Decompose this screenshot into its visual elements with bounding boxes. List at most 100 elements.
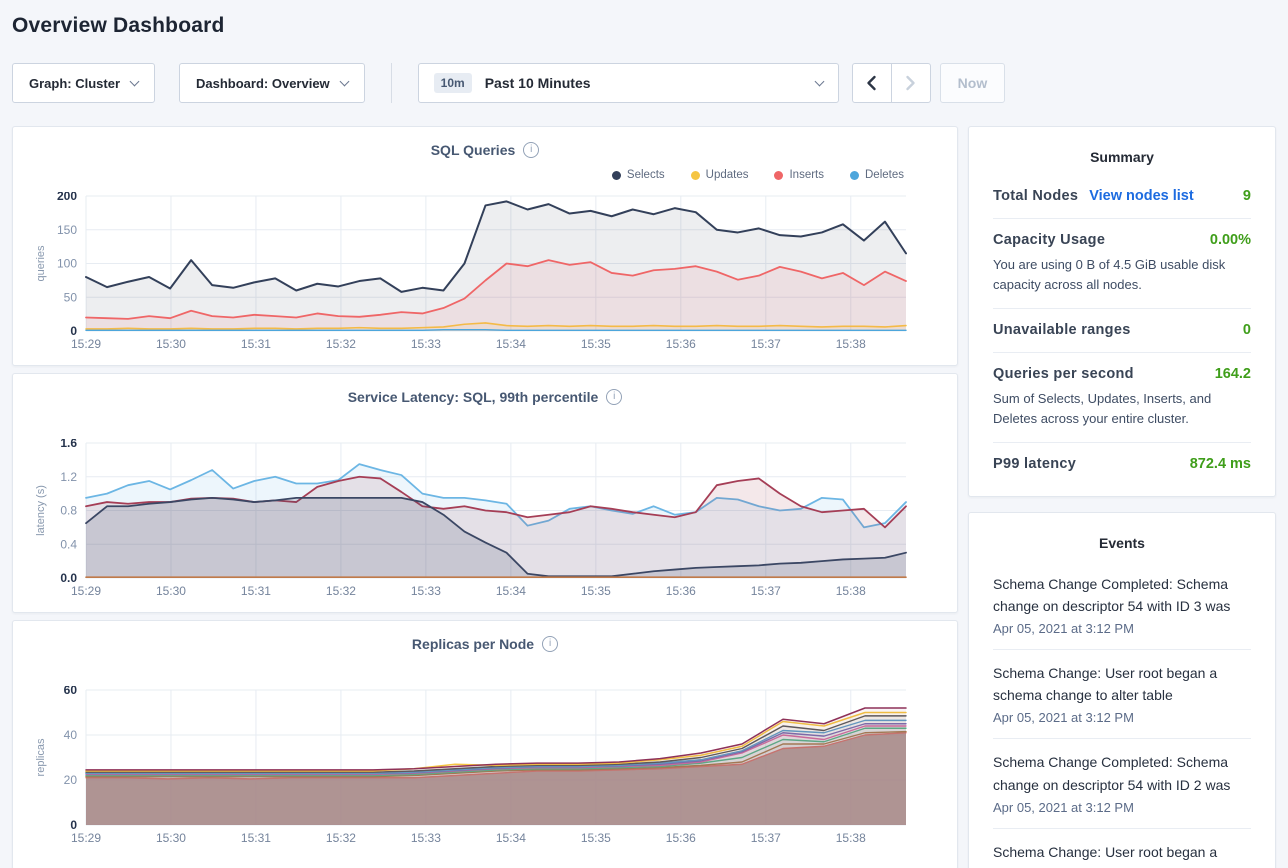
legend-dot-icon [611, 170, 621, 180]
chart-canvas[interactable]: 15:29 15:30 15:31 15:32 15:33 15:34 15:35 15:36… [13, 192, 958, 360]
chart-legend: Selects Updates Inserts Deletes [13, 158, 957, 192]
legend-dot-icon [850, 170, 859, 180]
summary-heading: Summary [1090, 149, 1154, 165]
svg-text:15:32: 15:32 [326, 831, 356, 845]
graph-dropdown-label: Graph: Cluster [29, 75, 121, 91]
toolbar-divider [390, 63, 392, 103]
svg-text:replicas: replicas [35, 738, 47, 776]
event-text[interactable]: Schema Change: User root began a schema … [993, 665, 1218, 704]
graph-dropdown[interactable]: Graph: Cluster [12, 63, 156, 103]
legend-item-selects: Selects [611, 169, 665, 181]
info-icon[interactable]: i [606, 388, 623, 405]
time-nav-buttons [851, 63, 931, 103]
view-nodes-list-link[interactable]: View nodes list [1089, 188, 1194, 204]
event-item: Schema Change: User root began a schema … [993, 650, 1251, 740]
info-icon[interactable]: i [523, 141, 540, 158]
chevron-down-icon [129, 76, 140, 86]
dashboard-dropdown-label: Dashboard: Overview [196, 75, 330, 91]
chart-canvas[interactable]: 15:29 15:30 15:31 15:32 15:33 15:34 15:35 15:36… [13, 686, 958, 854]
svg-text:15:38: 15:38 [836, 337, 866, 351]
dashboard-dropdown[interactable]: Dashboard: Overview [179, 63, 365, 103]
summary-value: 0 [1242, 322, 1251, 338]
svg-text:15:35: 15:35 [581, 831, 611, 845]
event-text[interactable]: Schema Change Completed: Schema change o… [993, 576, 1231, 615]
svg-text:0: 0 [70, 324, 77, 338]
svg-text:15:35: 15:35 [581, 337, 611, 351]
chart-title: Service Latency: SQL, 99th percentile [347, 388, 599, 405]
svg-text:15:33: 15:33 [411, 831, 441, 845]
info-icon[interactable]: i [542, 635, 559, 652]
svg-text:1.6: 1.6 [60, 439, 77, 450]
summary-value: 164.2 [1214, 366, 1251, 382]
legend-label: Selects [626, 169, 665, 181]
summary-row-unavailable-ranges: Unavailable ranges 0 [993, 309, 1251, 353]
svg-text:20: 20 [64, 773, 78, 787]
legend-item-inserts: Inserts [774, 169, 824, 181]
svg-text:40: 40 [64, 728, 78, 742]
chart-canvas[interactable]: 15:29 15:30 15:31 15:32 15:33 15:34 15:35 15:36… [13, 439, 958, 607]
legend-item-deletes: Deletes [850, 169, 904, 181]
svg-text:15:37: 15:37 [751, 831, 781, 845]
svg-text:0.8: 0.8 [60, 504, 77, 518]
svg-text:60: 60 [64, 686, 78, 697]
svg-text:15:36: 15:36 [666, 337, 696, 351]
svg-text:1.2: 1.2 [60, 470, 77, 484]
dashboard-main: SQL Queries i Selects Updates Inserts Delet… [12, 126, 1276, 868]
summary-panel: Summary Total Nodes View nodes list 9 Ca… [968, 126, 1276, 497]
legend-dot-icon [774, 170, 784, 180]
svg-text:15:38: 15:38 [836, 831, 866, 845]
svg-text:15:30: 15:30 [156, 337, 186, 351]
svg-text:200: 200 [57, 192, 77, 203]
svg-text:0: 0 [70, 818, 77, 832]
summary-value: 0.00% [1209, 232, 1251, 248]
time-range-badge: 10m [433, 73, 472, 93]
page-title: Overview Dashboard [12, 14, 225, 37]
events-heading: Events [1099, 535, 1145, 551]
legend-label: Inserts [789, 169, 824, 181]
event-text[interactable]: Schema Change: User root began a schema … [993, 843, 1218, 868]
summary-value: 872.4 ms [1189, 456, 1251, 472]
svg-text:15:31: 15:31 [241, 584, 271, 598]
legend-label: Updates [705, 169, 749, 181]
event-timestamp: Apr 05, 2021 at 3:12 PM [993, 710, 1134, 726]
summary-label: Queries per second [993, 366, 1134, 382]
chart-title-row: Service Latency: SQL, 99th percentile i [13, 388, 957, 405]
svg-text:15:30: 15:30 [156, 584, 186, 598]
sql-queries-chart: 15:29 15:30 15:31 15:32 15:33 15:34 15:35 15:36… [13, 192, 957, 360]
summary-label: Total Nodes [993, 188, 1079, 204]
replicas-per-node-chart-panel: Replicas per Node i 15:29 15:30 15:31 15:32… [12, 620, 958, 868]
replicas-per-node-chart: 15:29 15:30 15:31 15:32 15:33 15:34 15:35 15:36… [13, 686, 957, 854]
summary-row-p99-latency: P99 latency 872.4 ms [993, 443, 1251, 486]
summary-label: Capacity Usage [993, 232, 1106, 248]
svg-text:15:32: 15:32 [326, 584, 356, 598]
summary-value: 9 [1242, 188, 1251, 204]
svg-text:queries: queries [35, 245, 47, 282]
svg-text:15:30: 15:30 [156, 831, 186, 845]
event-text[interactable]: Schema Change Completed: Schema change o… [993, 754, 1231, 793]
chart-title-row: Replicas per Node i [13, 635, 957, 652]
time-back-button[interactable] [851, 63, 892, 103]
legend-label: Deletes [865, 169, 904, 181]
chart-title: Replicas per Node [411, 635, 535, 652]
svg-text:50: 50 [64, 290, 78, 304]
svg-text:15:33: 15:33 [411, 584, 441, 598]
svg-text:15:31: 15:31 [241, 337, 271, 351]
svg-text:15:34: 15:34 [496, 337, 526, 351]
time-forward-button[interactable] [890, 63, 931, 103]
svg-text:15:29: 15:29 [71, 831, 101, 845]
chart-title: SQL Queries [430, 141, 516, 158]
svg-text:100: 100 [57, 257, 77, 271]
svg-text:15:33: 15:33 [411, 337, 441, 351]
svg-text:15:29: 15:29 [71, 337, 101, 351]
svg-text:15:38: 15:38 [836, 584, 866, 598]
event-timestamp: Apr 05, 2021 at 3:12 PM [993, 799, 1134, 815]
service-latency-chart: 15:29 15:30 15:31 15:32 15:33 15:34 15:35 15:36… [13, 439, 957, 607]
sql-queries-chart-panel: SQL Queries i Selects Updates Inserts Delet… [12, 126, 958, 366]
time-range-picker[interactable]: 10m Past 10 Minutes [417, 63, 839, 103]
chart-legend [13, 405, 957, 439]
now-button[interactable]: Now [939, 63, 1006, 103]
svg-text:15:37: 15:37 [751, 337, 781, 351]
svg-text:150: 150 [57, 223, 77, 237]
event-item: Schema Change Completed: Schema change o… [993, 561, 1251, 651]
svg-text:15:29: 15:29 [71, 584, 101, 598]
